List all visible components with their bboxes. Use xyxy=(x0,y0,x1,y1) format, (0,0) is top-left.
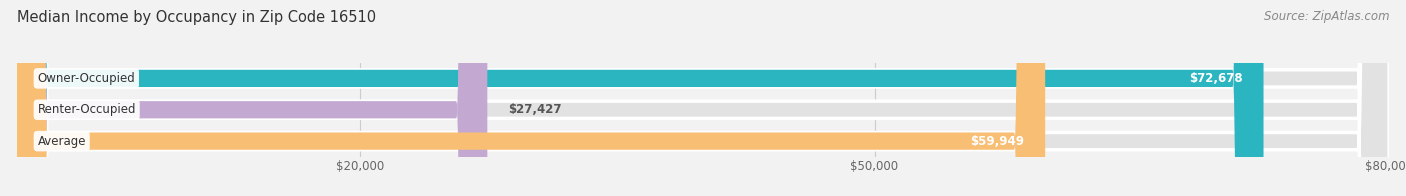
Text: Source: ZipAtlas.com: Source: ZipAtlas.com xyxy=(1264,10,1389,23)
FancyBboxPatch shape xyxy=(17,0,1389,196)
FancyBboxPatch shape xyxy=(17,0,1389,196)
Text: Owner-Occupied: Owner-Occupied xyxy=(38,72,135,85)
Text: $59,949: $59,949 xyxy=(970,135,1025,148)
FancyBboxPatch shape xyxy=(17,0,1045,196)
Text: $27,427: $27,427 xyxy=(508,103,561,116)
FancyBboxPatch shape xyxy=(17,0,1264,196)
Text: Average: Average xyxy=(38,135,86,148)
Text: Renter-Occupied: Renter-Occupied xyxy=(38,103,136,116)
FancyBboxPatch shape xyxy=(17,0,488,196)
Text: Median Income by Occupancy in Zip Code 16510: Median Income by Occupancy in Zip Code 1… xyxy=(17,10,375,25)
FancyBboxPatch shape xyxy=(17,0,1389,196)
Text: $72,678: $72,678 xyxy=(1189,72,1243,85)
